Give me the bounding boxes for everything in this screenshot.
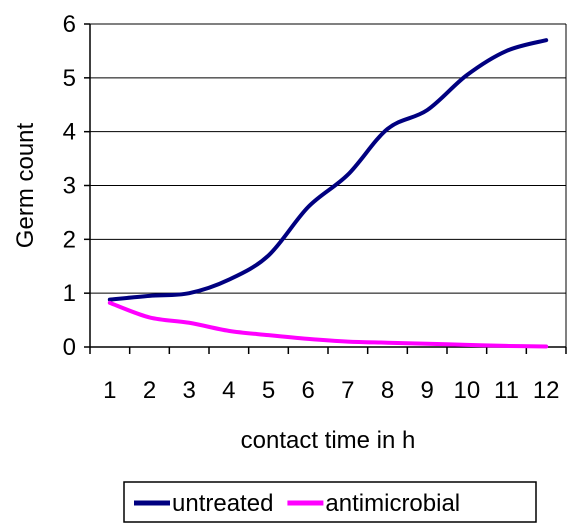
x-tick-label: 1 bbox=[103, 377, 116, 404]
y-axis-title: Germ count bbox=[12, 122, 39, 248]
x-tick-label: 3 bbox=[182, 377, 195, 404]
series-line-antimicrobial bbox=[107, 300, 549, 349]
tick-marks bbox=[84, 23, 567, 354]
x-tick-label: 12 bbox=[533, 377, 560, 404]
x-tick-label: 8 bbox=[381, 377, 394, 404]
x-tick-label: 9 bbox=[420, 377, 433, 404]
y-tick-label: 1 bbox=[63, 280, 76, 307]
x-tick-label: 6 bbox=[301, 377, 314, 404]
x-tick-label: 11 bbox=[494, 377, 519, 404]
y-tick-label: 0 bbox=[63, 334, 76, 361]
series-lines bbox=[107, 38, 549, 349]
x-axis-title: contact time in h bbox=[241, 427, 416, 454]
y-tick-label: 2 bbox=[63, 226, 76, 253]
gridlines bbox=[90, 23, 567, 347]
legend: untreated antimicrobial bbox=[123, 481, 537, 523]
series-line-untreated bbox=[107, 38, 549, 302]
x-tick-label: 7 bbox=[341, 377, 354, 404]
y-tick-label: 5 bbox=[63, 65, 76, 92]
x-tick-label: 4 bbox=[222, 377, 235, 404]
y-tick-label: 6 bbox=[63, 11, 76, 38]
legend-label-antimicrobial: antimicrobial bbox=[325, 490, 460, 517]
legend-label-untreated: untreated bbox=[172, 490, 273, 517]
y-tick-label: 4 bbox=[63, 119, 76, 146]
legend-box bbox=[123, 481, 537, 523]
y-tick-label: 3 bbox=[63, 173, 76, 200]
x-tick-label: 2 bbox=[143, 377, 156, 404]
x-tick-label: 5 bbox=[262, 377, 275, 404]
x-tick-label: 10 bbox=[453, 377, 480, 404]
